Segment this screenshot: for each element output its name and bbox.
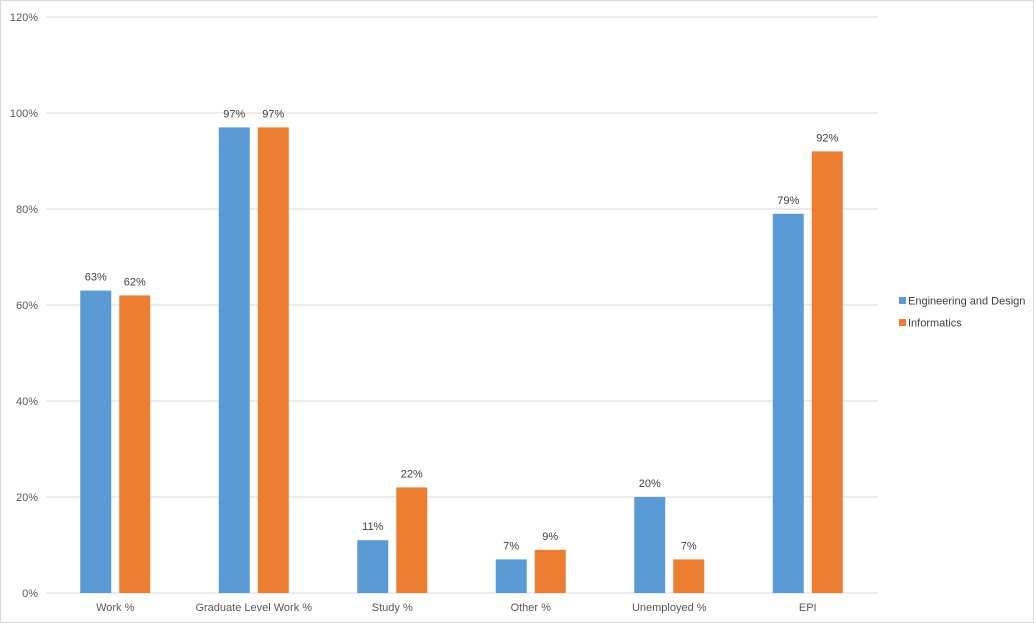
- x-tick-label: Unemployed %: [632, 602, 707, 614]
- data-label: 97%: [223, 108, 245, 120]
- y-tick-label: 40%: [16, 396, 38, 408]
- data-label: 7%: [681, 540, 697, 552]
- x-tick-label: Other %: [511, 602, 552, 614]
- legend-swatch: [899, 297, 906, 304]
- y-tick-label: 0%: [22, 588, 38, 600]
- data-label: 11%: [362, 521, 383, 533]
- bar: [80, 290, 112, 593]
- legend-swatch: [899, 319, 906, 326]
- data-label: 62%: [124, 276, 146, 288]
- bar: [673, 559, 705, 593]
- bar: [396, 487, 428, 593]
- bar: [218, 127, 250, 594]
- bar: [772, 213, 804, 594]
- x-tick-label: Work %: [96, 602, 135, 614]
- data-label: 22%: [401, 468, 423, 480]
- bar: [119, 295, 151, 593]
- x-tick-label: EPI: [799, 602, 817, 614]
- y-tick-label: 120%: [10, 12, 38, 24]
- data-label: 63%: [85, 272, 107, 284]
- bar: [534, 549, 566, 593]
- legend-label: Informatics: [908, 318, 962, 330]
- y-tick-label: 60%: [16, 300, 38, 312]
- bar: [257, 127, 289, 594]
- bar: [357, 540, 389, 593]
- data-label: 20%: [639, 478, 661, 490]
- data-label: 97%: [262, 108, 284, 120]
- bar: [495, 559, 527, 593]
- x-tick-label: Graduate Level Work %: [195, 602, 312, 614]
- y-tick-label: 20%: [16, 492, 38, 504]
- bar: [634, 497, 666, 593]
- data-label: 79%: [777, 195, 799, 207]
- y-tick-label: 100%: [10, 108, 38, 120]
- data-label: 9%: [542, 531, 558, 543]
- data-label: 7%: [503, 540, 519, 552]
- data-label: 92%: [816, 132, 838, 144]
- legend-label: Engineering and Design: [908, 296, 1025, 308]
- y-tick-label: 80%: [16, 204, 38, 216]
- bar: [811, 151, 843, 593]
- x-tick-label: Study %: [372, 602, 413, 614]
